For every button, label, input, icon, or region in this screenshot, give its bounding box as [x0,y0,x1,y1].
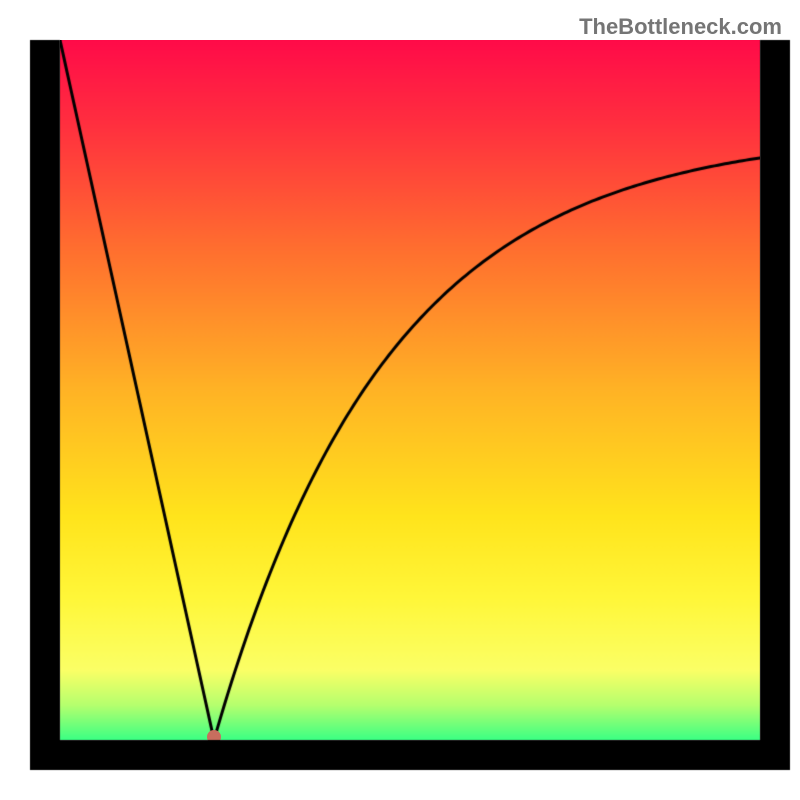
chart-frame-border [0,0,800,800]
watermark-text: TheBottleneck.com [579,14,782,40]
